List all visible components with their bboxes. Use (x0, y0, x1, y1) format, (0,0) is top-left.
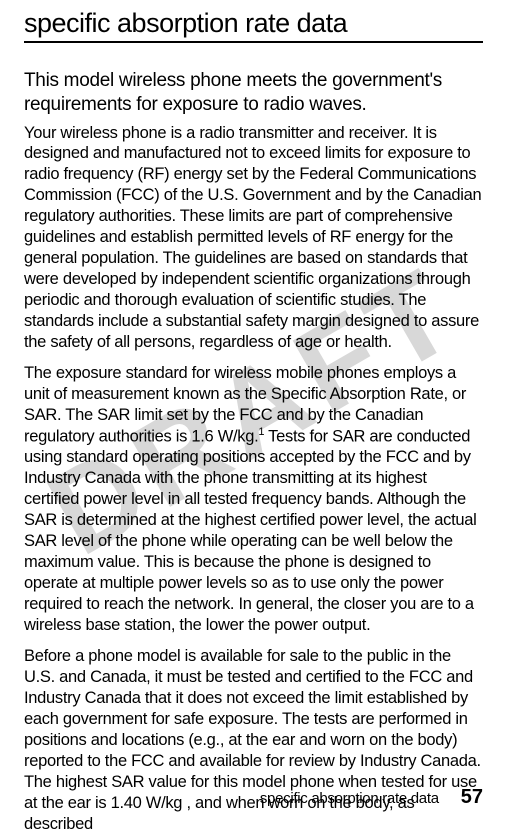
paragraph-3: Before a phone model is available for sa… (24, 646, 483, 834)
page-title: specific absorption rate data (24, 8, 483, 43)
page-content: specific absorption rate data This model… (24, 8, 483, 834)
paragraph-2: The exposure standard for wireless mobil… (24, 363, 483, 636)
subtitle: This model wireless phone meets the gove… (24, 69, 483, 117)
paragraph-2-part2: Tests for SAR are conducted using standa… (24, 427, 477, 634)
paragraph-1: Your wireless phone is a radio transmitt… (24, 123, 483, 353)
